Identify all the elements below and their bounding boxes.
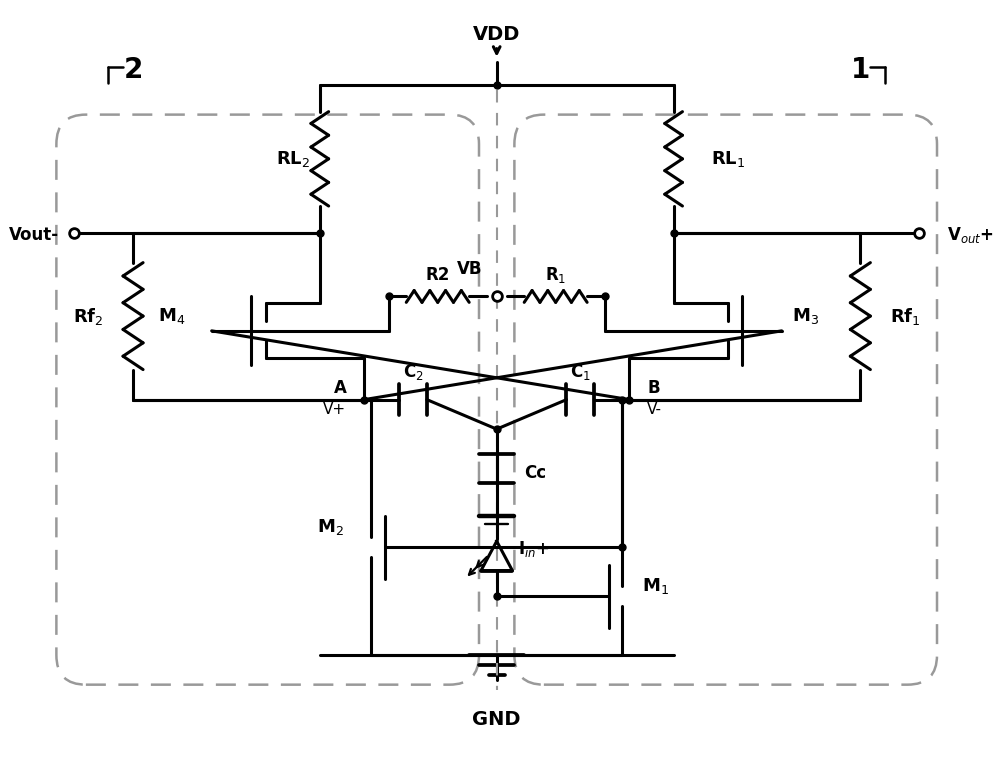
Text: Rf$_1$: Rf$_1$	[890, 305, 921, 327]
Text: B: B	[647, 379, 660, 397]
Text: VDD: VDD	[473, 24, 520, 43]
Text: C$_2$: C$_2$	[403, 362, 423, 382]
Text: Vout-: Vout-	[9, 226, 59, 243]
Text: Rf$_2$: Rf$_2$	[73, 305, 104, 327]
Text: 1: 1	[851, 56, 870, 84]
Text: I$_{in}$+: I$_{in}$+	[518, 539, 550, 559]
Text: R$_1$: R$_1$	[545, 265, 566, 285]
Text: V-: V-	[647, 402, 662, 417]
Text: Cc: Cc	[524, 465, 546, 482]
Text: M$_1$: M$_1$	[642, 576, 669, 597]
Text: VB: VB	[456, 260, 482, 278]
Text: V+: V+	[323, 402, 346, 417]
Text: GND: GND	[472, 709, 521, 728]
Text: R2: R2	[426, 266, 450, 283]
Text: RL$_1$: RL$_1$	[711, 149, 745, 169]
Text: A: A	[333, 379, 346, 397]
Text: M$_4$: M$_4$	[158, 306, 185, 326]
Text: RL$_2$: RL$_2$	[276, 149, 310, 169]
Text: M$_3$: M$_3$	[792, 306, 819, 326]
Text: M$_2$: M$_2$	[317, 518, 344, 537]
Text: 2: 2	[123, 56, 143, 84]
Text: V$_{out}$+: V$_{out}$+	[947, 224, 994, 245]
Text: C$_1$: C$_1$	[570, 362, 591, 382]
